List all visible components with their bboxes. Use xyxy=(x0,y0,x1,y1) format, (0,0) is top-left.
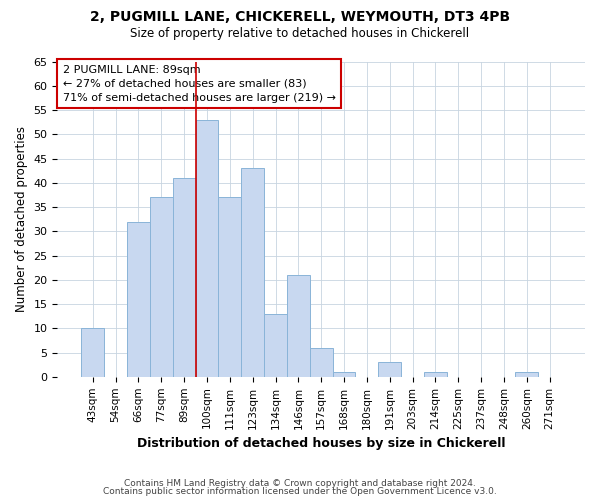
Bar xyxy=(241,168,264,377)
Bar xyxy=(264,314,287,377)
Bar xyxy=(150,198,173,377)
Bar xyxy=(127,222,150,377)
Y-axis label: Number of detached properties: Number of detached properties xyxy=(15,126,28,312)
Bar xyxy=(218,198,241,377)
Text: Size of property relative to detached houses in Chickerell: Size of property relative to detached ho… xyxy=(130,28,470,40)
Bar xyxy=(332,372,355,377)
Bar xyxy=(310,348,332,377)
Bar xyxy=(196,120,218,377)
Text: Contains HM Land Registry data © Crown copyright and database right 2024.: Contains HM Land Registry data © Crown c… xyxy=(124,478,476,488)
Bar xyxy=(515,372,538,377)
Text: 2 PUGMILL LANE: 89sqm
← 27% of detached houses are smaller (83)
71% of semi-deta: 2 PUGMILL LANE: 89sqm ← 27% of detached … xyxy=(62,64,335,102)
Bar xyxy=(379,362,401,377)
Bar xyxy=(287,275,310,377)
X-axis label: Distribution of detached houses by size in Chickerell: Distribution of detached houses by size … xyxy=(137,437,505,450)
Text: Contains public sector information licensed under the Open Government Licence v3: Contains public sector information licen… xyxy=(103,487,497,496)
Bar xyxy=(173,178,196,377)
Bar xyxy=(82,328,104,377)
Bar xyxy=(424,372,447,377)
Text: 2, PUGMILL LANE, CHICKERELL, WEYMOUTH, DT3 4PB: 2, PUGMILL LANE, CHICKERELL, WEYMOUTH, D… xyxy=(90,10,510,24)
